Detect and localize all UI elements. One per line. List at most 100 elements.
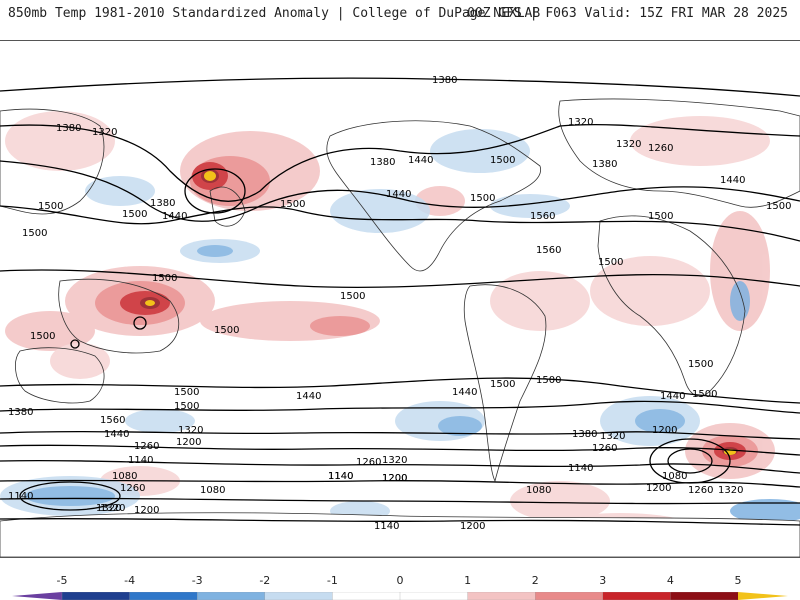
colorbar-tick-label: -5 bbox=[56, 574, 68, 587]
contour-label: 1200 bbox=[652, 425, 677, 436]
contour-label: 1140 bbox=[568, 463, 593, 474]
contour-label: 1320 bbox=[600, 431, 625, 442]
contour-label: 1500 bbox=[214, 325, 239, 336]
contour-label: 1320 bbox=[568, 117, 593, 128]
colorbar-tick-label: 3 bbox=[599, 574, 607, 587]
colorbar-tick-label: -1 bbox=[326, 574, 338, 587]
contour-label: 1500 bbox=[174, 387, 199, 398]
colorbar-tick-label: 2 bbox=[531, 574, 539, 587]
map-canvas: 1380 1380 1320 1320 1260 1380 1320 1440 … bbox=[0, 41, 800, 557]
colorbar-tick-label: 5 bbox=[734, 574, 742, 587]
colorbar-segment bbox=[264, 592, 334, 600]
contour-label: 1200 bbox=[382, 473, 407, 484]
contour-label: 1200 bbox=[646, 483, 671, 494]
colorbar-segment bbox=[332, 592, 401, 600]
extreme-warm-spots bbox=[145, 171, 736, 455]
colorbar-tick-label: -3 bbox=[191, 574, 203, 587]
contour-label: 1080 bbox=[112, 471, 137, 482]
colorbar-scale bbox=[12, 592, 788, 600]
contour-label: 1440 bbox=[660, 391, 685, 402]
header: 850mb Temp 1981-2010 Standardized Anomal… bbox=[0, 0, 800, 40]
contour-label: 1320 bbox=[718, 485, 743, 496]
weather-map: 1380 1380 1320 1320 1260 1380 1320 1440 … bbox=[0, 40, 800, 558]
contour-label: 1320 bbox=[92, 127, 117, 138]
contour-label: 1260 bbox=[356, 457, 381, 468]
contour-label: 1380 bbox=[572, 429, 597, 440]
contour-label: 1500 bbox=[692, 389, 717, 400]
contour-label: 1080 bbox=[662, 471, 687, 482]
contour-label: 1440 bbox=[408, 155, 433, 166]
contour-label: 1440 bbox=[386, 189, 411, 200]
contour-label: 1140 bbox=[328, 471, 353, 482]
contour-label: 1320 bbox=[382, 455, 407, 466]
height-contours bbox=[0, 77, 800, 526]
map-title: 850mb Temp 1981-2010 Standardized Anomal… bbox=[8, 6, 541, 21]
contour-label: 1260 bbox=[134, 441, 159, 452]
contour-label: 1260 bbox=[648, 143, 673, 154]
contour-label: 1320 bbox=[100, 503, 125, 514]
contour-label: 1260 bbox=[688, 485, 713, 496]
contour-label: 1500 bbox=[340, 291, 365, 302]
contour-label: 1500 bbox=[22, 228, 47, 239]
contour-label: 1260 bbox=[592, 443, 617, 454]
colorbar-legend: -5 -4 -3 -2 -1 0 1 2 3 4 5 bbox=[0, 570, 800, 600]
contour-label: 1440 bbox=[162, 211, 187, 222]
colorbar-tick-label: 0 bbox=[396, 574, 404, 587]
colorbar-segment bbox=[670, 592, 739, 600]
contour-label: 1200 bbox=[460, 521, 485, 532]
contour-label: 1500 bbox=[30, 331, 55, 342]
colorbar-tick-label: -2 bbox=[259, 574, 271, 587]
contour-label: 1560 bbox=[536, 245, 561, 256]
contour-label: 1500 bbox=[598, 257, 623, 268]
contour-label: 1560 bbox=[530, 211, 555, 222]
colorbar-segment bbox=[399, 592, 469, 600]
contour-label: 1500 bbox=[490, 155, 515, 166]
contour-label: 1440 bbox=[104, 429, 129, 440]
coastlines bbox=[0, 98, 800, 557]
contour-label: 1500 bbox=[766, 201, 791, 212]
contour-label: 1380 bbox=[8, 407, 33, 418]
colorbar-segment bbox=[197, 592, 266, 600]
contour-label: 1440 bbox=[296, 391, 321, 402]
contour-label: 1140 bbox=[128, 455, 153, 466]
colorbar-segment bbox=[61, 592, 131, 600]
contour-label: 1500 bbox=[688, 359, 713, 370]
colorbar-segment bbox=[602, 592, 672, 600]
contour-label: 1380 bbox=[150, 198, 175, 209]
contour-label: 1500 bbox=[152, 273, 177, 284]
contour-label-group: 1380 1380 1320 1320 1260 1380 1320 1440 … bbox=[8, 75, 791, 532]
contour-label: 1500 bbox=[536, 375, 561, 386]
contour-label: 1200 bbox=[134, 505, 159, 516]
contour-label: 1080 bbox=[526, 485, 551, 496]
contour-label: 1320 bbox=[178, 425, 203, 436]
contour-label: 1440 bbox=[452, 387, 477, 398]
contour-label: 1500 bbox=[38, 201, 63, 212]
contour-label: 1380 bbox=[592, 159, 617, 170]
contour-label: 1140 bbox=[374, 521, 399, 532]
contour-label: 1140 bbox=[8, 491, 33, 502]
contour-label: 1500 bbox=[174, 401, 199, 412]
contour-label: 1380 bbox=[432, 75, 457, 86]
contour-label: 1320 bbox=[616, 139, 641, 150]
colorbar-segment bbox=[12, 592, 62, 600]
colorbar-segment bbox=[535, 592, 604, 600]
contour-label: 1260 bbox=[120, 483, 145, 494]
contour-label: 1380 bbox=[56, 123, 81, 134]
contour-label: 1320 bbox=[96, 503, 121, 514]
contour-label: 1500 bbox=[470, 193, 495, 204]
colorbar-segment bbox=[738, 592, 788, 600]
run-valid-time: 00Z GFS | F063 Valid: 15Z FRI MAR 28 202… bbox=[467, 6, 788, 21]
contour-label: 1500 bbox=[280, 199, 305, 210]
colorbar-tick-label: -4 bbox=[124, 574, 136, 587]
contour-label: 1380 bbox=[370, 157, 395, 168]
contour-label: 1140 bbox=[328, 471, 353, 482]
contour-label: 1200 bbox=[382, 473, 407, 484]
contour-label: 1500 bbox=[490, 379, 515, 390]
contour-label: 1200 bbox=[176, 437, 201, 448]
colorbar-tick-label: 1 bbox=[464, 574, 472, 587]
contour-label: 1440 bbox=[720, 175, 745, 186]
contour-label: 1500 bbox=[122, 209, 147, 220]
colorbar-segment bbox=[129, 592, 198, 600]
colorbar-tick-label: 4 bbox=[666, 574, 674, 587]
contour-label: 1080 bbox=[200, 485, 225, 496]
